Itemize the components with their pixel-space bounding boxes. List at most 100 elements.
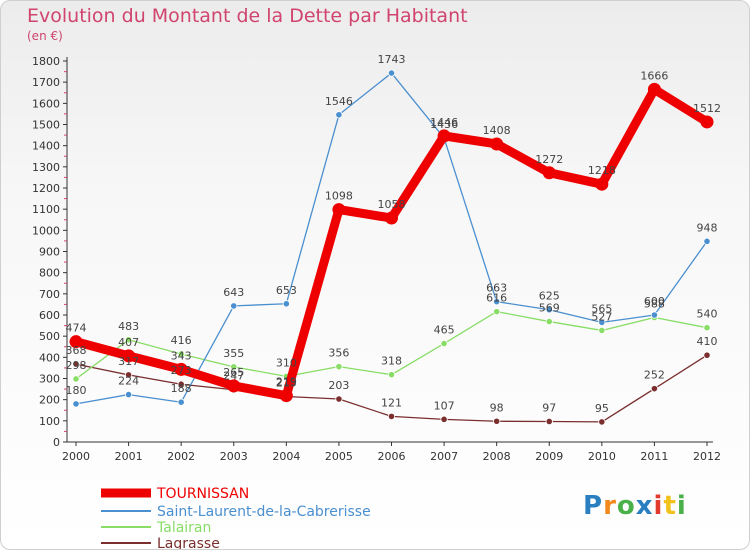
- logo-letter: x: [635, 491, 654, 521]
- y-tick-label: 1200: [32, 182, 60, 195]
- data-label-0: 1098: [325, 190, 353, 203]
- y-tick-label: 1000: [32, 224, 60, 237]
- series-point-0: [385, 211, 398, 225]
- y-tick-label: 300: [39, 373, 60, 386]
- data-label-3: 215: [276, 376, 297, 389]
- data-label-2: 355: [223, 347, 244, 360]
- series-point-1: [650, 311, 659, 319]
- series-point-2: [440, 339, 448, 348]
- data-label-0: 1218: [588, 164, 616, 177]
- series-point-1: [177, 398, 185, 406]
- series-point-3: [72, 360, 80, 368]
- data-label-2: 356: [328, 347, 349, 360]
- data-label-1: 188: [171, 382, 192, 395]
- proxiti-logo: Proxiti: [583, 491, 687, 521]
- series-point-2: [493, 308, 501, 316]
- x-tick-label: 2009: [535, 450, 563, 463]
- series-point-2: [177, 350, 185, 358]
- y-tick-label: 200: [39, 394, 60, 407]
- y-tick-label: 1100: [32, 203, 60, 216]
- y-tick-label: 0: [53, 436, 60, 449]
- series-point-2: [387, 371, 396, 379]
- data-label-3: 98: [490, 401, 504, 414]
- y-tick-label: 900: [39, 246, 60, 259]
- y-tick-label: 1400: [32, 140, 60, 153]
- logo-letter: t: [663, 491, 677, 521]
- y-tick-label: 1700: [32, 76, 60, 89]
- data-label-3: 107: [434, 399, 455, 412]
- series-point-3: [387, 412, 396, 420]
- data-label-2: 318: [381, 355, 402, 368]
- logo-letter: o: [616, 491, 636, 521]
- data-label-1: 653: [276, 284, 297, 297]
- data-label-0: 474: [66, 322, 87, 335]
- data-label-2: 540: [697, 308, 718, 321]
- data-label-0: 407: [118, 336, 139, 349]
- data-label-3: 317: [118, 355, 139, 368]
- data-label-1: 180: [66, 384, 87, 397]
- data-label-1: 600: [644, 295, 665, 308]
- data-label-1: 1546: [325, 95, 353, 108]
- legend-label-0: TOURNISSAN: [156, 486, 249, 502]
- x-tick-label: 2008: [483, 450, 511, 463]
- y-tick-label: 700: [39, 288, 60, 301]
- series-point-0: [647, 82, 661, 96]
- data-label-2: 465: [434, 324, 455, 337]
- y-tick-label: 1500: [32, 119, 60, 132]
- logo-letter: i: [653, 491, 664, 521]
- data-label-0: 265: [223, 366, 244, 379]
- series-point-0: [595, 177, 609, 191]
- data-label-3: 410: [697, 335, 718, 348]
- series-point-2: [335, 363, 343, 371]
- series-point-0: [700, 115, 714, 129]
- data-label-2: 298: [66, 359, 87, 372]
- series-point-0: [332, 203, 346, 217]
- series-point-0: [490, 137, 504, 151]
- data-label-0: 1058: [378, 198, 406, 211]
- x-tick-label: 2002: [167, 450, 195, 463]
- data-label-3: 273: [171, 364, 192, 377]
- x-tick-label: 2000: [62, 450, 90, 463]
- data-label-1: 1743: [378, 53, 406, 66]
- x-tick-label: 2007: [430, 450, 458, 463]
- y-tick-label: 600: [39, 309, 60, 322]
- data-label-0: 1408: [483, 124, 511, 137]
- series-point-1: [335, 111, 343, 119]
- x-tick-label: 2003: [220, 450, 248, 463]
- data-label-0: 1666: [640, 69, 668, 82]
- legend-label-3: Lagrasse: [157, 536, 220, 550]
- legend-label-1: Saint-Laurent-de-la-Cabrerisse: [157, 504, 371, 520]
- y-tick-label: 800: [39, 267, 60, 280]
- series-point-0: [69, 335, 83, 349]
- series-point-1: [387, 69, 396, 77]
- data-label-3: 247: [223, 370, 244, 383]
- x-tick-label: 2011: [640, 450, 668, 463]
- series-point-3: [545, 417, 553, 426]
- logo-letter: i: [676, 491, 687, 521]
- series-point-1: [230, 302, 238, 310]
- x-tick-label: 2006: [378, 450, 406, 463]
- x-tick-label: 2001: [115, 450, 143, 463]
- series-point-3: [493, 417, 501, 425]
- data-label-0: 343: [171, 349, 192, 362]
- data-label-1: 643: [223, 286, 244, 299]
- y-tick-label: 1600: [32, 97, 60, 110]
- data-label-2: 616: [486, 292, 507, 305]
- series-point-1: [124, 390, 133, 399]
- data-label-1: 1436: [430, 118, 458, 131]
- series-point-3: [335, 395, 343, 403]
- chart-subtitle: (en €): [27, 29, 63, 43]
- x-tick-label: 2005: [325, 450, 353, 463]
- data-label-2: 569: [539, 302, 560, 315]
- data-label-1: 625: [539, 290, 560, 303]
- data-label-2: 527: [591, 310, 612, 323]
- data-label-3: 368: [66, 344, 87, 357]
- data-label-3: 97: [542, 401, 556, 414]
- data-label-0: 1446: [430, 116, 458, 129]
- series-point-0: [174, 362, 188, 376]
- series-point-3: [124, 371, 133, 379]
- data-label-2: 310: [276, 356, 297, 369]
- x-tick-label: 2010: [588, 450, 616, 463]
- series-point-2: [230, 363, 238, 371]
